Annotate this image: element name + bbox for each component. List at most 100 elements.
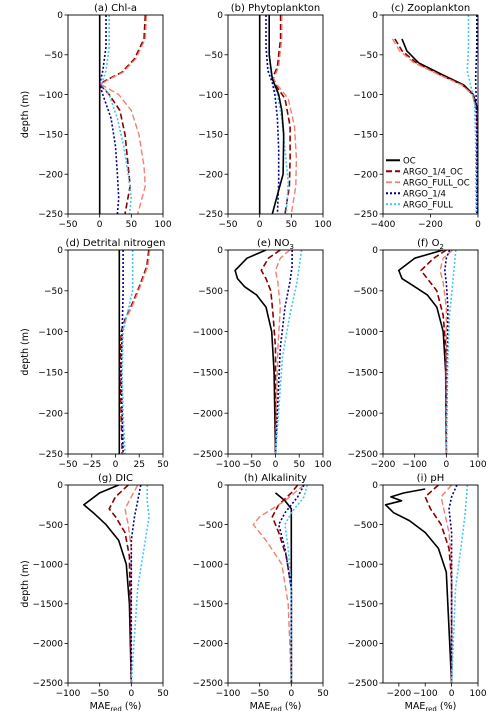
x-tick-label: 100	[469, 689, 486, 699]
y-tick-label: −1500	[193, 600, 224, 610]
y-tick-label: −50	[44, 287, 63, 297]
series-line-argo-full-oc	[120, 250, 151, 454]
axes-frame	[382, 249, 479, 455]
y-tick-label: −500	[353, 521, 378, 531]
y-tick-label: −100	[38, 91, 63, 101]
series-line-argo-1-4-oc	[108, 485, 133, 683]
x-tick-label: 25	[134, 460, 145, 470]
x-tick-label: −50	[59, 220, 78, 230]
x-tick-label: 50	[126, 220, 138, 230]
series-line-argo-full	[100, 15, 133, 214]
y-tick-label: −2000	[33, 640, 64, 650]
x-tick-label: 50	[294, 460, 306, 470]
x-tick-label: 50	[286, 220, 298, 230]
x-tick-label: 100	[154, 220, 171, 230]
y-tick-label: −150	[353, 131, 378, 141]
series-line-argo-full	[274, 250, 303, 454]
x-tick-label: −50	[250, 689, 269, 699]
x-tick-label: −100	[56, 689, 81, 699]
series-line-oc	[234, 250, 277, 454]
series-line-argo-1-4	[277, 485, 305, 683]
y-tick-label: −500	[38, 521, 63, 531]
y-tick-label: −50	[359, 51, 378, 61]
x-tick-label: −100	[402, 460, 427, 470]
y-tick-label: −1000	[348, 560, 379, 570]
y-tick-label: −1500	[348, 600, 379, 610]
y-tick-label: −100	[38, 328, 63, 338]
panel-title: (h) Alkalinity	[244, 473, 307, 484]
legend-label: ARGO_FULL	[403, 200, 453, 210]
series-line-argo-1-4	[130, 485, 142, 683]
series-line-argo-1-4	[474, 15, 478, 214]
panel-8: −100 −50 0 500−500−1000−1500−2000−2500(h) A…	[193, 473, 329, 711]
y-tick-label: −500	[353, 287, 378, 297]
y-tick-label: −200	[353, 170, 378, 180]
series-line-argo-full	[450, 485, 469, 683]
y-tick-label: 0	[372, 481, 378, 491]
series-line-argo-1-4-oc	[260, 250, 281, 454]
y-tick-label: −150	[38, 369, 63, 379]
y-tick-label: −1000	[33, 560, 64, 570]
panel-title: (a) Chl-a	[94, 3, 137, 14]
y-tick-label: −500	[198, 521, 223, 531]
y-tick-label: −2500	[348, 679, 379, 689]
series-line-argo-full-oc	[272, 15, 298, 214]
y-tick-label: −1000	[193, 328, 224, 338]
series-line-argo-1-4-oc	[271, 15, 291, 214]
panel-title: (g) DIC	[98, 473, 133, 484]
series-line-argo-full-oc	[252, 485, 305, 683]
series-line-oc	[384, 488, 453, 683]
y-tick-label: −200	[38, 170, 63, 180]
series-line-argo-1-4-oc	[98, 15, 147, 214]
legend: OCARGO_1/4_OCARGO_FULL_OCARGO_1/4ARGO_FU…	[386, 156, 470, 210]
panel-1: −50 0 50 100 0 −50 −100 −150 −200 −250 (a) Chl-a de…	[20, 3, 172, 230]
x-tick-label: −400	[371, 220, 396, 230]
panel-title: (f) O2	[417, 238, 444, 251]
series-line-oc	[274, 492, 293, 683]
y-tick-label: −1500	[33, 600, 64, 610]
y-tick-label: −2500	[348, 450, 379, 460]
y-tick-label: −1500	[193, 369, 224, 379]
y-tick-label: −250	[38, 450, 63, 460]
panel-5: −100 −50 0 50 1000−500−1000−1500−2000−2500(e…	[193, 238, 332, 470]
y-tick-label: 0	[217, 246, 223, 256]
x-tick-label: −50	[219, 220, 238, 230]
y-tick-label: 0	[372, 11, 378, 21]
x-tick-label: 0	[128, 689, 134, 699]
series-line-argo-1-4	[274, 250, 293, 454]
legend-label: OC	[403, 156, 416, 166]
series-line-argo-full-oc	[124, 485, 139, 683]
x-tick-label: −200	[386, 689, 411, 699]
x-tick-label: 0	[257, 220, 263, 230]
panel-title: (c) Zooplankton	[391, 3, 470, 14]
y-tick-label: 0	[57, 11, 63, 21]
x-tick-label: −200	[371, 460, 396, 470]
y-tick-label: −250	[353, 210, 378, 220]
panel-3: −400 −200 0 0 −50 −100 −150 −200 −250 (c) Zooplan…	[353, 3, 481, 230]
x-tick-label: 0	[443, 460, 449, 470]
y-axis-label: depth (m)	[20, 91, 31, 138]
series-line-argo-full	[121, 250, 134, 454]
panel-title: (d) Detrital nitrogen	[66, 238, 166, 249]
series-line-argo-full	[284, 485, 308, 683]
panel-2: −50 0 50 100 0 −50 −100 −150 −200 −250 (b) Phytopl…	[198, 3, 332, 230]
panel-title: (i) pH	[417, 473, 445, 484]
series-line-argo-full-oc	[274, 250, 291, 454]
axes-frame	[227, 484, 324, 684]
series-line-argo-full	[268, 15, 290, 214]
x-tick-label: 100	[469, 460, 486, 470]
series-line-oc	[397, 250, 448, 454]
series-line-argo-full	[445, 250, 457, 454]
x-axis-label: MAEred (%)	[90, 701, 142, 711]
panel-6: −200 −100 0 1000−500−1000−1500−2000−2500(f)…	[348, 238, 487, 470]
y-tick-label: −100	[353, 91, 378, 101]
y-tick-label: 0	[57, 246, 63, 256]
panel-title: (e) NO3	[257, 238, 294, 251]
y-tick-label: 0	[372, 246, 378, 256]
x-tick-label: −100	[216, 460, 241, 470]
panel-4: −50 −25 0 25 500−50−100−150−200−250(d) Detri…	[20, 238, 169, 470]
y-tick-label: −2000	[193, 409, 224, 419]
x-axis-label: MAEred (%)	[250, 701, 302, 711]
panel-7: −100 −50 0 500−500−1000−1500−2000−2500(g) D…	[20, 473, 169, 711]
series-line-argo-1-4-oc	[271, 485, 299, 683]
